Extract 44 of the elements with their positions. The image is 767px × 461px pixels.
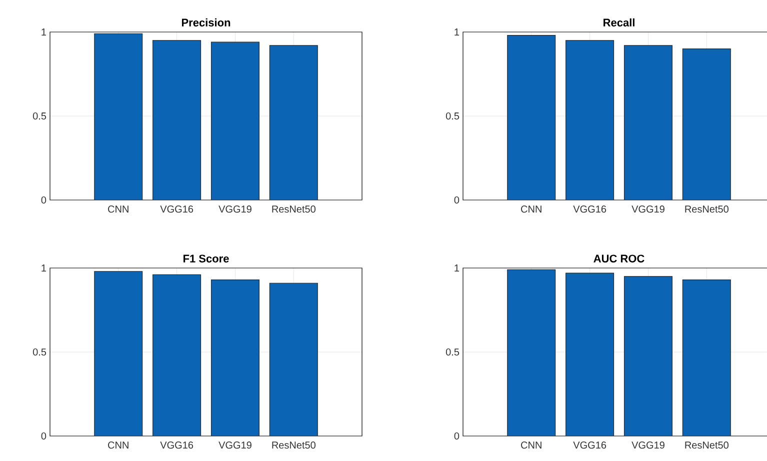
y-tick-label: 0	[454, 196, 460, 204]
y-tick-label: 1	[42, 28, 46, 36]
bar	[682, 48, 731, 200]
y-tick-label: 0	[41, 432, 46, 440]
y-tick-label: 0.5	[32, 112, 46, 120]
x-tick-label: VGG16	[160, 442, 194, 449]
x-tick-label: CNN	[108, 442, 128, 449]
x-tick-label: CNN	[521, 442, 542, 449]
y-tick-label: 0	[41, 196, 46, 204]
x-tick-label: VGG19	[632, 442, 664, 449]
chart-title: Recall	[604, 18, 634, 26]
bar	[566, 272, 614, 436]
bar	[624, 45, 672, 200]
x-tick-label: ResNet50	[685, 442, 728, 449]
x-tick-label: ResNet50	[272, 442, 316, 449]
y-tick-label: 0.5	[446, 112, 460, 120]
y-tick-label: 1	[42, 264, 46, 272]
x-tick-label: VGG16	[160, 206, 194, 213]
y-tick-label: 1	[454, 28, 459, 36]
bar	[682, 279, 731, 436]
chart-title: AUC ROC	[594, 254, 644, 262]
bar	[269, 282, 318, 436]
bar	[624, 276, 672, 436]
x-tick-label: VGG19	[218, 206, 252, 213]
x-tick-label: VGG19	[632, 206, 664, 213]
x-tick-label: VGG16	[573, 442, 606, 449]
chart-title: F1 Score	[184, 254, 229, 262]
bar	[94, 271, 143, 436]
y-tick-label: 1	[454, 264, 459, 272]
bar	[507, 35, 556, 200]
x-tick-label: ResNet50	[272, 206, 316, 213]
y-tick-label: 0.5	[446, 348, 460, 356]
x-tick-label: VGG16	[573, 206, 606, 213]
bar	[566, 40, 614, 200]
bar	[210, 279, 260, 436]
x-tick-label: ResNet50	[685, 206, 728, 213]
bar	[507, 269, 556, 436]
x-tick-label: CNN	[521, 206, 542, 213]
x-tick-label: CNN	[108, 206, 128, 213]
bar	[152, 274, 202, 436]
y-tick-label: 0.5	[32, 348, 46, 356]
y-tick-label: 0	[454, 432, 460, 440]
x-tick-label: VGG19	[218, 442, 252, 449]
chart-title: Precision	[182, 18, 230, 26]
